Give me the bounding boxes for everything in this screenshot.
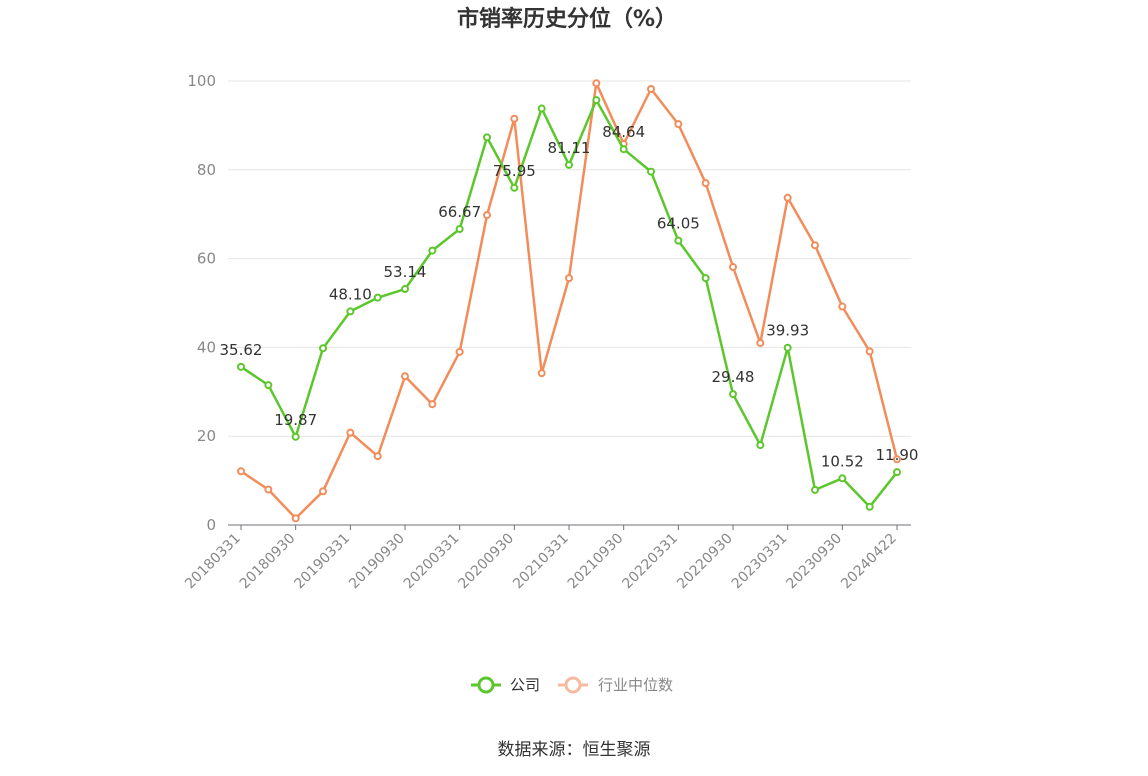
data-point-0-22 — [838, 474, 847, 483]
data-point-0-24 — [893, 468, 901, 477]
data-point-0-2 — [291, 432, 300, 441]
data-label-0-4: 48.10 — [329, 285, 372, 303]
x-tick-label-20230930: 20230930 — [783, 531, 845, 593]
data-point-1-11 — [537, 369, 546, 378]
data-point-1-17 — [701, 179, 710, 188]
y-axis: 0 20 40 60 80 100 — [187, 72, 216, 534]
data-label-0-10: 75.95 — [493, 162, 536, 180]
data-label-0-2: 19.87 — [274, 411, 317, 429]
data-label-0-24: 11.90 — [876, 446, 919, 464]
data-point-1-23 — [865, 347, 874, 356]
data-point-1-22 — [838, 302, 847, 311]
data-point-0-4 — [346, 307, 355, 316]
data-point-1-3 — [319, 487, 327, 496]
data-point-0-17 — [701, 274, 710, 283]
data-point-0-0 — [237, 362, 245, 371]
data-label-0-16: 64.05 — [657, 215, 700, 233]
data-point-0-23 — [865, 502, 874, 511]
legend-item-industry-median[interactable]: 行业中位数 — [558, 676, 673, 694]
y-tick-label-20: 20 — [197, 427, 216, 445]
data-source: 数据来源：恒生聚源 — [498, 740, 651, 760]
data-point-1-13 — [592, 79, 601, 88]
x-tick-label-20210331: 20210331 — [510, 531, 572, 593]
data-point-1-8 — [455, 347, 464, 356]
data-label-0-22: 10.52 — [821, 452, 864, 470]
data-point-1-4 — [346, 428, 355, 437]
data-point-1-5 — [373, 452, 382, 461]
data-point-0-14 — [619, 145, 628, 154]
data-point-1-12 — [565, 274, 573, 283]
x-tick-label-20190930: 20190930 — [346, 531, 408, 593]
data-point-0-8 — [455, 224, 464, 233]
data-label-0-6: 53.14 — [384, 263, 427, 281]
x-tick-label-20180930: 20180930 — [237, 531, 299, 593]
grid-lines — [228, 80, 911, 437]
data-point-0-3 — [319, 344, 327, 353]
data-label-0-20: 39.93 — [766, 322, 809, 340]
x-tick-label-20230331: 20230331 — [729, 531, 791, 593]
x-tick-label-20220331: 20220331 — [619, 531, 681, 593]
y-tick-label-100: 100 — [187, 72, 216, 90]
legend-label-company: 公司 — [510, 676, 540, 694]
data-labels: 35.62 19.87 48.10 53.14 66.67 75.95 81.11 84.64… — [220, 123, 919, 470]
data-point-0-7 — [428, 246, 437, 255]
data-point-0-18 — [729, 390, 737, 399]
series-layer — [237, 79, 901, 523]
x-tick-label-20220930: 20220930 — [674, 531, 736, 593]
chart-title: 市销率历史分位（%） — [457, 6, 677, 32]
x-tick-label-20210930: 20210930 — [565, 531, 627, 593]
legend-label-industry-median: 行业中位数 — [598, 676, 673, 694]
x-tick-label-20180331: 20180331 — [182, 531, 244, 593]
series-1 — [237, 79, 901, 523]
data-point-1-6 — [401, 372, 409, 381]
x-tick-label-20200930: 20200930 — [455, 531, 517, 593]
data-point-0-12 — [565, 160, 573, 169]
legend: 公司 行业中位数 — [471, 676, 673, 694]
data-point-0-1 — [264, 381, 273, 390]
data-point-1-7 — [428, 400, 437, 409]
data-point-0-5 — [373, 293, 382, 302]
data-point-1-16 — [674, 120, 683, 129]
data-point-1-15 — [647, 84, 655, 93]
data-point-1-2 — [291, 514, 300, 523]
data-point-1-0 — [237, 467, 245, 476]
data-point-0-13 — [592, 96, 601, 105]
data-point-1-10 — [510, 114, 519, 123]
data-point-0-15 — [647, 167, 655, 176]
data-point-0-6 — [401, 285, 409, 294]
data-point-0-16 — [674, 236, 683, 245]
y-tick-label-40: 40 — [197, 338, 216, 356]
legend-item-company[interactable]: 公司 — [471, 676, 540, 694]
data-label-0-0: 35.62 — [220, 341, 263, 359]
data-point-0-10 — [510, 183, 519, 192]
x-tick-label-20200331: 20200331 — [401, 531, 463, 593]
data-label-0-8: 66.67 — [438, 203, 481, 221]
data-point-0-11 — [537, 104, 546, 113]
data-label-0-18: 29.48 — [712, 368, 755, 386]
data-point-1-20 — [783, 193, 792, 202]
data-point-1-24 — [893, 455, 901, 464]
data-label-0-12: 81.11 — [548, 139, 591, 157]
data-point-1-1 — [264, 485, 273, 494]
y-tick-label-0: 0 — [206, 516, 216, 534]
data-label-0-14: 84.64 — [602, 123, 645, 141]
data-point-0-19 — [756, 441, 765, 450]
data-point-0-21 — [811, 485, 819, 494]
series-0 — [237, 96, 901, 511]
y-tick-label-80: 80 — [197, 161, 216, 179]
x-tick-label-20190331: 20190331 — [291, 531, 353, 593]
data-point-1-9 — [483, 211, 491, 220]
x-axis: 2018033120180930201903312019093020200331… — [182, 524, 911, 593]
data-point-0-20 — [783, 343, 792, 352]
data-point-1-18 — [729, 263, 737, 272]
data-point-1-19 — [756, 338, 765, 347]
x-tick-label-20240422: 20240422 — [838, 531, 900, 593]
data-point-0-9 — [483, 133, 491, 142]
y-tick-label-60: 60 — [197, 250, 216, 268]
data-point-1-21 — [811, 241, 819, 250]
